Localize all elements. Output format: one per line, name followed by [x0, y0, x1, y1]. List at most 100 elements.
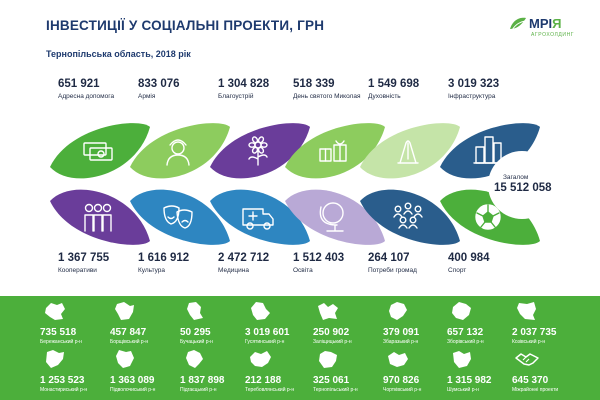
category-top-4: 1 549 698 Духовність — [368, 78, 446, 101]
category-top-0: 651 921 Адресна допомога — [58, 78, 136, 101]
district-map-icon — [319, 351, 337, 368]
community-icon — [393, 202, 423, 229]
total-circle — [488, 151, 556, 219]
company-logo: МРІЯ АГРОХОЛДИНГ — [509, 15, 577, 45]
tick-label: Підгаєцький р-н — [180, 387, 217, 393]
district-item: 1 253 523 Монастириський р-н — [40, 348, 112, 393]
district-map-icon — [517, 302, 536, 320]
district-item: 325 061 Тернопільський р-н — [313, 348, 385, 393]
category-top-3: 518 339 День святого Миколая — [293, 78, 363, 101]
data-label-value: 1 549 698 — [368, 78, 420, 90]
football-icon — [475, 204, 501, 230]
leaf-mark — [360, 189, 460, 245]
data-label-value: 50 295 — [180, 327, 211, 338]
district-item: 657 132 Зборівський р-н — [447, 300, 519, 345]
category-bottom-3: 1 512 403 Освіта — [293, 252, 371, 274]
tick-label: Збаразький р-н — [383, 339, 419, 345]
tick-label: Спорт — [448, 267, 467, 274]
leaf-mark — [130, 123, 230, 179]
category-bottom-5: 400 984 Спорт — [448, 252, 526, 274]
district-item: 1 837 898 Підгаєцький р-н — [180, 348, 252, 393]
district-map-icon — [389, 302, 407, 320]
data-label-value: 1 253 523 — [40, 375, 85, 386]
tick-label: Духовність — [368, 93, 401, 100]
tick-label: Теребовлянський р-н — [245, 387, 295, 393]
district-item: 457 847 Борщівський р-н — [110, 300, 182, 345]
tick-label: Шумський р-н — [447, 387, 479, 393]
data-label-value: 1 837 898 — [180, 375, 225, 386]
leaf-mark — [285, 123, 385, 179]
data-label-value: 1 367 755 — [58, 252, 110, 264]
tick-label: Бучацький р-н — [180, 339, 213, 345]
data-label-value: 657 132 — [447, 327, 484, 338]
district-map-icon — [46, 350, 64, 368]
data-label-value: 645 370 — [512, 375, 549, 386]
globe-icon — [319, 202, 344, 232]
data-label-value: 1 304 828 — [218, 78, 270, 90]
people-group-icon — [84, 203, 112, 232]
logo-leaf-icon — [510, 17, 526, 31]
page-subtitle: Тернопільська область, 2018 рік — [46, 49, 191, 59]
money-icon — [83, 142, 113, 161]
leaf-mark — [440, 123, 540, 179]
data-label-value: 400 984 — [448, 252, 490, 264]
data-label-value: 970 826 — [383, 375, 420, 386]
data-label-value: 518 339 — [293, 78, 335, 90]
tick-label: Благоустрій — [218, 93, 254, 100]
tick-label: Потреби громад — [368, 267, 417, 274]
district-map-icon — [116, 350, 134, 368]
district-map-icon — [250, 351, 271, 367]
district-map-icon — [452, 302, 471, 320]
data-label-value: 2 037 735 — [512, 327, 557, 338]
category-top-1: 833 076 Армія — [138, 78, 216, 101]
logo-name: МРІЯ — [529, 16, 562, 31]
data-label-value: 833 076 — [138, 78, 180, 90]
tick-label: Інфраструктура — [448, 93, 496, 100]
tick-label: Зборівський р-н — [447, 339, 484, 345]
leaf-mark — [50, 189, 150, 245]
data-label-value: 264 107 — [368, 252, 410, 264]
district-item: 970 826 Чортківський р-н — [383, 348, 455, 393]
data-label-value: 457 847 — [110, 327, 147, 338]
category-bottom-2: 2 472 712 Медицина — [218, 252, 296, 274]
data-label-value: 1 512 403 — [293, 252, 345, 264]
district-item: 735 518 Бережанський р-н — [40, 300, 112, 345]
district-map-icon — [186, 350, 203, 368]
district-item: 379 091 Збаразький р-н — [383, 300, 455, 345]
category-bottom-1: 1 616 912 Культура — [138, 252, 216, 274]
district-map-icon — [187, 302, 203, 320]
tick-label: Медицина — [218, 267, 249, 274]
leaf-mark — [360, 123, 460, 179]
district-map-icon — [45, 303, 65, 320]
tick-label: Освіта — [293, 267, 313, 274]
tick-label: Гусятинський р-н — [245, 339, 285, 345]
district-map-icon — [453, 351, 471, 368]
handshake-icon — [515, 353, 539, 366]
data-label-value: 1 363 089 — [110, 375, 155, 386]
leaf-mark — [285, 189, 385, 245]
tick-label: Монастириський р-н — [40, 387, 88, 393]
district-map-icon — [251, 302, 270, 320]
leaf-mark — [130, 189, 230, 245]
leaf-mark — [210, 123, 310, 179]
tick-label: Адресна допомога — [58, 93, 115, 100]
data-label-value: 1 315 982 — [447, 375, 492, 386]
data-label-value: 2 472 712 — [218, 252, 270, 264]
district-item: 3 019 601 Гусятинський р-н — [245, 300, 317, 345]
tick-label: Бережанський р-н — [40, 339, 82, 345]
ambulance-icon — [242, 208, 274, 230]
data-label-value: 379 091 — [383, 327, 420, 338]
category-top-2: 1 304 828 Благоустрій — [218, 78, 296, 101]
category-top-5: 3 019 323 Інфраструктура — [448, 78, 526, 101]
data-label-value: 735 518 — [40, 327, 77, 338]
district-item: 1 363 089 Підволочиський р-н — [110, 348, 182, 393]
total-value: 15 512 058 — [494, 182, 552, 194]
tick-label: Міжрайонні проекти — [512, 387, 559, 393]
district-item: 212 188 Теребовлянський р-н — [245, 348, 317, 393]
tick-label: Культура — [138, 267, 166, 274]
tick-label: Чортківський р-н — [383, 387, 422, 393]
district-item: 1 315 982 Шумський р-н — [447, 348, 519, 393]
tick-label: Козівський р-н — [512, 339, 546, 345]
district-item: 250 902 Заліщицький р-н — [313, 300, 385, 345]
